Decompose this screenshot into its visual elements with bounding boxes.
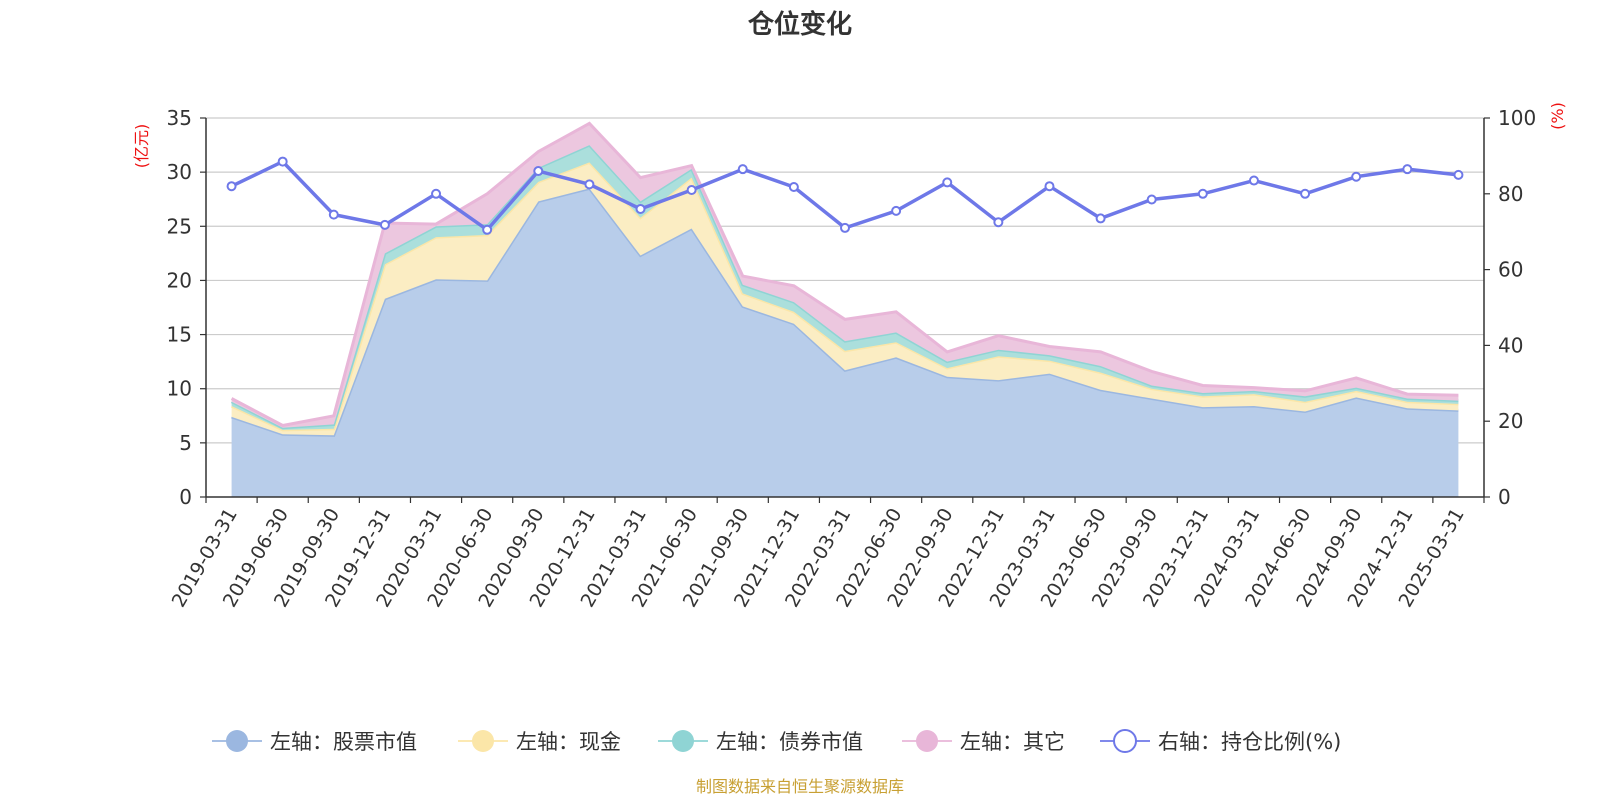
ratio-point (1351, 171, 1362, 182)
ratio-point (431, 188, 442, 199)
left-tick-label: 0 (179, 485, 192, 509)
ratio-point (533, 166, 544, 177)
legend-marker-0 (226, 730, 248, 752)
ratio-point (1248, 175, 1259, 186)
legend-label-0: 左轴：股票市值 (270, 730, 417, 754)
legend-label-1: 左轴：现金 (516, 730, 621, 754)
legend: 左轴：股票市值 左轴：现金 左轴：债券市值 左轴：其它 右轴：持仓比例(%) (212, 729, 1341, 754)
ratio-point (737, 164, 748, 175)
ratio-point (1402, 164, 1413, 175)
left-tick-label: 30 (167, 160, 192, 184)
ratio-line-series (226, 156, 1464, 235)
left-tick-label: 35 (167, 106, 192, 130)
ratio-point (1453, 169, 1464, 180)
left-tick-label: 25 (167, 214, 192, 238)
ratio-point (891, 205, 902, 216)
ratio-point (482, 224, 493, 235)
legend-label-3: 左轴：其它 (960, 730, 1065, 754)
right-axis-unit: (%) (1548, 102, 1567, 130)
left-axis-unit: (亿元) (132, 124, 151, 169)
left-tick-label: 5 (179, 431, 192, 455)
ratio-point (226, 181, 237, 192)
legend-marker-3 (916, 730, 938, 752)
ratio-point (277, 156, 288, 167)
ratio-point (1044, 181, 1055, 192)
right-tick-label: 40 (1498, 333, 1523, 357)
ratio-point (788, 181, 799, 192)
ratio-point (328, 209, 339, 220)
ratio-point (686, 185, 697, 196)
ratio-point (584, 179, 595, 190)
ratio-point (1300, 188, 1311, 199)
area-line-3 (230, 121, 1459, 428)
ratio-point (1146, 194, 1157, 205)
legend-marker-4 (1113, 729, 1137, 753)
ratio-point (840, 222, 850, 233)
legend-marker-2 (672, 730, 694, 752)
area-layers (230, 121, 1459, 497)
left-tick-label: 15 (167, 323, 192, 347)
legend-marker-1 (472, 730, 494, 752)
ratio-point (1197, 188, 1208, 199)
area-0 (231, 188, 1459, 497)
ratio-point (1095, 213, 1106, 224)
ratio-point (942, 177, 953, 188)
legend-label-4: 右轴：持仓比例(%) (1158, 730, 1341, 754)
ratio-point (993, 217, 1004, 228)
right-tick-label: 60 (1498, 258, 1523, 282)
right-tick-label: 100 (1498, 106, 1536, 130)
chart-title: 仓位变化 (747, 9, 852, 40)
right-tick-label: 0 (1498, 485, 1511, 509)
legend-label-2: 左轴：债券市值 (716, 730, 863, 754)
ratio-point (635, 203, 646, 214)
right-tick-label: 80 (1498, 182, 1523, 206)
left-tick-label: 20 (167, 268, 192, 292)
left-tick-label: 10 (167, 377, 192, 401)
right-tick-label: 20 (1498, 409, 1523, 433)
source-note: 制图数据来自恒生聚源数据库 (696, 777, 904, 796)
ratio-point (379, 219, 390, 230)
